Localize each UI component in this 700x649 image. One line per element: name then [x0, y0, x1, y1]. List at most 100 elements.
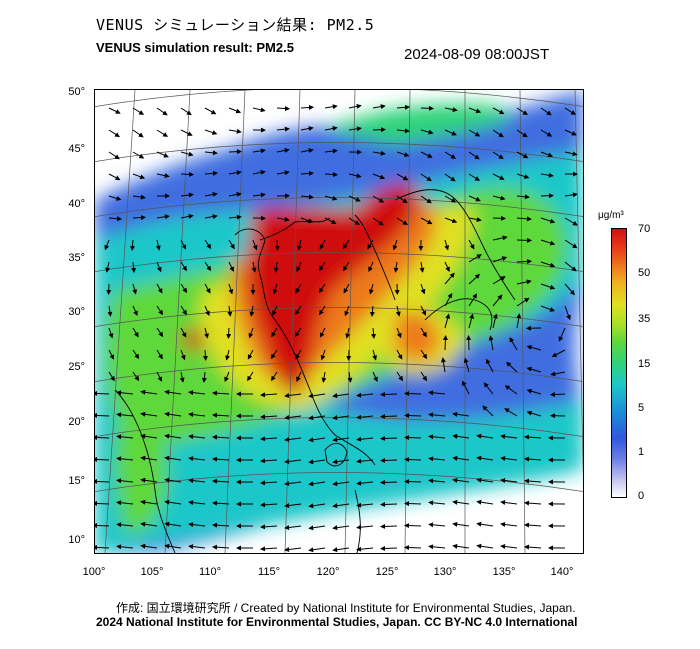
wind-arrow — [272, 283, 278, 295]
wind-arrow — [348, 173, 362, 179]
wind-arrow — [247, 349, 254, 360]
wind-arrow — [273, 261, 279, 273]
wind-arrow — [319, 305, 326, 316]
wind-arrow — [404, 413, 422, 419]
wind-arrow — [444, 173, 456, 182]
wind-arrow — [300, 217, 314, 224]
wind-arrow — [108, 173, 121, 181]
credit-line: 作成: 国立環境研究所 / Created by National Instit… — [116, 601, 576, 615]
wind-arrow — [551, 349, 566, 357]
wind-arrow — [116, 478, 134, 484]
wind-arrow — [468, 217, 482, 222]
lon-label-130: 130° — [433, 566, 457, 578]
wind-arrow — [212, 500, 230, 506]
wind-arrow — [201, 371, 207, 383]
wind-arrow — [396, 173, 409, 181]
wind-arrow — [297, 239, 302, 251]
wind-arrow — [108, 151, 120, 160]
wind-arrow — [227, 305, 233, 317]
wind-arrow — [108, 216, 122, 222]
wind-arrow — [308, 503, 326, 509]
wind-arrow — [108, 107, 121, 114]
wind-arrow — [95, 522, 110, 528]
wind-arrow — [108, 327, 114, 339]
wind-arrow — [164, 389, 182, 395]
wind-arrow — [228, 192, 242, 197]
wind-arrow — [500, 500, 518, 505]
wind-arrow — [452, 455, 470, 461]
wind-arrow — [276, 216, 290, 222]
wind-arrow — [466, 335, 472, 351]
wind-arrow — [308, 393, 326, 399]
wind-arrow — [116, 412, 134, 418]
wind-arrow — [380, 545, 398, 551]
wind-arrow — [140, 389, 158, 395]
wind-arrow — [404, 501, 422, 507]
wind-arrow — [284, 547, 302, 552]
wind-arrow — [300, 194, 314, 200]
wind-arrow — [492, 313, 498, 329]
wind-arrow — [492, 256, 508, 263]
wind-arrow — [526, 366, 542, 373]
wind-arrow — [380, 523, 398, 529]
wind-arrow — [132, 371, 140, 382]
wind-arrow — [108, 371, 115, 382]
wind-arrow — [321, 371, 327, 383]
wind-arrow — [132, 194, 146, 200]
wind-arrow — [372, 104, 386, 110]
colorbar-tick-35: 35 — [638, 313, 651, 325]
wind-arrow — [324, 195, 338, 201]
wind-arrow — [550, 371, 566, 377]
wind-arrow — [372, 195, 385, 203]
wind-arrow — [188, 522, 206, 528]
wind-arrow — [319, 327, 326, 338]
wind-arrow — [342, 261, 350, 272]
wind-arrow — [260, 414, 278, 420]
wind-arrow — [129, 239, 135, 251]
wind-arrow — [95, 412, 110, 418]
wind-arrow — [526, 345, 542, 351]
lat-label-40: 40° — [68, 198, 85, 210]
wind-arrow — [500, 478, 518, 483]
pm25-map — [94, 89, 584, 554]
wind-arrow — [284, 525, 302, 530]
wind-arrow — [140, 499, 158, 505]
wind-arrow — [516, 216, 532, 222]
wind-arrow — [540, 107, 552, 116]
wind-arrow — [300, 148, 314, 153]
wind-arrow — [212, 522, 230, 528]
wind-arrow — [204, 239, 212, 250]
wind-arrow — [492, 215, 506, 221]
wind-arrow — [440, 357, 446, 373]
wind-arrow — [428, 500, 446, 506]
wind-arrow — [452, 521, 470, 527]
wind-arrow — [452, 433, 470, 439]
wind-arrow — [428, 434, 446, 440]
wind-arrow — [284, 437, 302, 442]
wind-arrow — [155, 239, 161, 251]
wind-arrow — [516, 237, 532, 243]
wind-arrow — [420, 283, 426, 295]
wind-arrow — [380, 435, 398, 441]
wind-arrow — [260, 524, 278, 530]
wind-arrow — [452, 499, 470, 505]
wind-arrow — [180, 151, 194, 157]
wind-arrow — [212, 456, 230, 462]
wind-arrow — [204, 192, 218, 197]
wind-arrow — [204, 107, 217, 115]
wind-arrow — [371, 327, 377, 339]
wind-arrow — [564, 192, 578, 198]
wind-arrow — [164, 543, 182, 549]
wind-arrow — [468, 313, 474, 329]
wind-arrow — [343, 283, 350, 294]
wind-arrow — [393, 261, 399, 273]
wind-arrow — [284, 459, 302, 464]
wind-arrow — [348, 217, 360, 225]
coastlines — [114, 189, 516, 553]
wind-arrow — [526, 410, 542, 417]
pm25-map-canvas — [95, 90, 583, 553]
wind-arrow — [356, 524, 374, 530]
wind-arrow — [332, 415, 350, 421]
wind-arrow — [132, 129, 144, 138]
wind-arrow — [324, 148, 338, 154]
